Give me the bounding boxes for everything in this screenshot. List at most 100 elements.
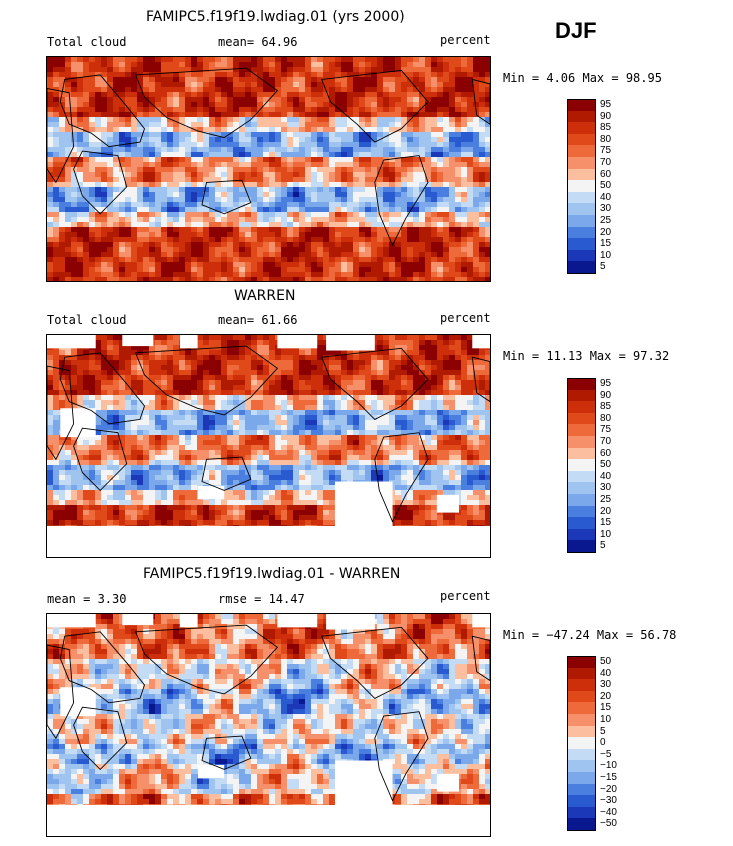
- colorbar-tick-label: 85: [600, 401, 612, 413]
- colorbar-tick-label: 20: [600, 690, 612, 702]
- colorbar-swatch: [567, 122, 596, 134]
- colorbar-tick-label: 60: [600, 168, 612, 180]
- colorbar-tick-label: 30: [600, 679, 612, 691]
- colorbar-tick-label: 50: [600, 180, 612, 192]
- colorbar-tick-label: 50: [600, 459, 612, 471]
- panel-2-units-label: percent: [440, 311, 491, 325]
- panel-1-left-label: Total cloud: [47, 35, 127, 49]
- colorbar-swatch: [567, 238, 596, 250]
- colorbar-tick-label: 10: [600, 528, 612, 540]
- colorbar-tick-label: 90: [600, 110, 612, 122]
- colorbar-swatch: [567, 470, 596, 483]
- colorbar-swatch: [567, 714, 596, 726]
- colorbar-tick-label: −50: [600, 818, 617, 830]
- colorbar-tick-label: 70: [600, 157, 612, 168]
- colorbar-tick-label: 95: [600, 378, 612, 389]
- colorbar-swatch: [567, 447, 596, 460]
- colorbar-swatch: [567, 99, 596, 112]
- colorbar-swatch: [567, 133, 596, 146]
- colorbar-swatch: [567, 702, 596, 714]
- colorbar-tick-label: 40: [600, 191, 612, 203]
- season-label: DJF: [555, 18, 597, 43]
- colorbar-swatch: [567, 203, 596, 215]
- colorbar-swatch: [567, 760, 596, 772]
- colorbar-tick-label: 15: [600, 702, 612, 714]
- panel-3-mean-label: mean = 3.30: [47, 592, 127, 606]
- colorbar-swatch: [567, 679, 596, 691]
- colorbar-swatch: [567, 737, 596, 749]
- panel-3-units-label: percent: [440, 589, 491, 603]
- colorbar-swatch: [567, 783, 596, 796]
- colorbar-swatch: [567, 795, 596, 807]
- colorbar-swatch: [567, 110, 596, 123]
- panel-2-title: WARREN: [234, 288, 296, 304]
- colorbar-tick-label: 80: [600, 412, 612, 424]
- colorbar-swatch: [567, 482, 596, 494]
- colorbar-swatch: [567, 667, 596, 680]
- panel-1-colorbar: 95 90 85 80 75 70 60 50 40 30 25 20 15 10 5: [567, 99, 627, 274]
- panel-3-colorbar: 50 40 30 20 15 10 5 0 −5 −10 −15 −20 −30 −40 −50: [567, 656, 627, 831]
- colorbar-swatch: [567, 459, 596, 471]
- colorbar-tick-label: 25: [600, 494, 612, 505]
- colorbar-swatch: [567, 806, 596, 819]
- colorbar-tick-label: 15: [600, 517, 612, 529]
- colorbar-tick-label: 15: [600, 238, 612, 250]
- colorbar-swatch: [567, 168, 596, 181]
- colorbar-swatch: [567, 725, 596, 738]
- panel-2-minmax: Min = 11.13 Max = 97.32: [503, 349, 670, 363]
- colorbar-swatch: [567, 389, 596, 402]
- colorbar-swatch: [567, 690, 596, 703]
- panel-1-units-label: percent: [440, 33, 491, 47]
- colorbar-tick-label: −15: [600, 772, 617, 783]
- colorbar-swatch: [567, 261, 596, 274]
- colorbar-tick-label: 95: [600, 99, 612, 110]
- colorbar-tick-label: 25: [600, 215, 612, 226]
- panel-2-colorbar: 95 90 85 80 75 70 60 50 40 30 25 20 15 10 5: [567, 378, 627, 553]
- colorbar-tick-label: 10: [600, 249, 612, 261]
- colorbar-tick-label: 30: [600, 203, 612, 215]
- colorbar-tick-label: −10: [600, 760, 617, 772]
- colorbar-tick-label: 70: [600, 436, 612, 447]
- panel-3-map: [46, 613, 491, 837]
- colorbar-swatch: [567, 157, 596, 169]
- colorbar-tick-label: 5: [600, 725, 606, 737]
- colorbar-tick-label: 20: [600, 226, 612, 238]
- colorbar-swatch: [567, 215, 596, 227]
- panel-1-title: FAMIPC5.f19f19.lwdiag.01 (yrs 2000): [146, 9, 405, 25]
- colorbar-tick-label: 40: [600, 470, 612, 482]
- colorbar-tick-label: 75: [600, 424, 612, 436]
- colorbar-tick-label: −20: [600, 783, 617, 795]
- colorbar-swatch: [567, 249, 596, 262]
- colorbar-swatch: [567, 748, 596, 761]
- panel-3-minmax: Min = −47.24 Max = 56.78: [503, 628, 677, 642]
- colorbar-tick-label: −40: [600, 806, 617, 818]
- colorbar-tick-label: −5: [600, 748, 612, 760]
- colorbar-swatch: [567, 528, 596, 541]
- colorbar-tick-label: 0: [600, 737, 606, 749]
- panel-3-rmse-label: rmse = 14.47: [218, 592, 305, 606]
- colorbar-swatch: [567, 494, 596, 506]
- colorbar-tick-label: 85: [600, 122, 612, 134]
- colorbar-tick-label: 5: [600, 540, 606, 552]
- panel-1-mean-label: mean= 64.96: [218, 35, 298, 49]
- colorbar-swatch: [567, 180, 596, 192]
- colorbar-tick-label: 50: [600, 656, 612, 667]
- colorbar-tick-label: 5: [600, 261, 606, 273]
- colorbar-swatch: [567, 505, 596, 518]
- colorbar-tick-label: 40: [600, 667, 612, 679]
- panel-2-mean-label: mean= 61.66: [218, 313, 298, 327]
- colorbar-swatch: [567, 436, 596, 448]
- colorbar-tick-label: 20: [600, 505, 612, 517]
- colorbar-swatch: [567, 424, 596, 436]
- colorbar-tick-label: 80: [600, 133, 612, 145]
- colorbar-swatch: [567, 540, 596, 553]
- colorbar-swatch: [567, 656, 596, 669]
- panel-1-minmax: Min = 4.06 Max = 98.95: [503, 71, 662, 85]
- colorbar-tick-label: 90: [600, 389, 612, 401]
- colorbar-swatch: [567, 145, 596, 157]
- panel-2-left-label: Total cloud: [47, 313, 127, 327]
- colorbar-swatch: [567, 191, 596, 204]
- colorbar-tick-label: 60: [600, 447, 612, 459]
- colorbar-swatch: [567, 412, 596, 425]
- colorbar-tick-label: 10: [600, 714, 612, 725]
